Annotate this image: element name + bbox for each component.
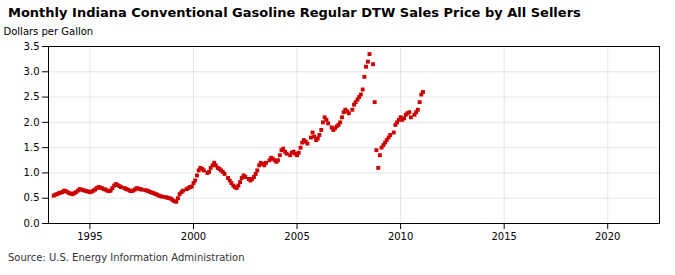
svg-text:0.0: 0.0: [24, 218, 40, 229]
svg-text:2.0: 2.0: [24, 117, 40, 128]
svg-text:3.0: 3.0: [24, 66, 40, 77]
svg-text:Dollars per Gallon: Dollars per Gallon: [4, 26, 94, 37]
svg-text:2000: 2000: [181, 231, 206, 242]
svg-text:2015: 2015: [491, 231, 516, 242]
svg-text:3.5: 3.5: [24, 41, 40, 52]
svg-text:1.0: 1.0: [24, 167, 40, 178]
svg-text:0.5: 0.5: [24, 192, 40, 203]
svg-text:2005: 2005: [284, 231, 309, 242]
html-text:Source: U.S. Energy Informatio: Source: U.S. Energy Information Administ…: [8, 252, 245, 263]
svg-text:2020: 2020: [595, 231, 620, 242]
svg-text:2.5: 2.5: [24, 91, 40, 102]
svg-text:2010: 2010: [388, 231, 413, 242]
html-text:Monthly Indiana Conventional G: Monthly Indiana Conventional Gasoline Re…: [8, 5, 581, 20]
svg-text:1995: 1995: [77, 231, 102, 242]
svg-text:1.5: 1.5: [24, 142, 40, 153]
